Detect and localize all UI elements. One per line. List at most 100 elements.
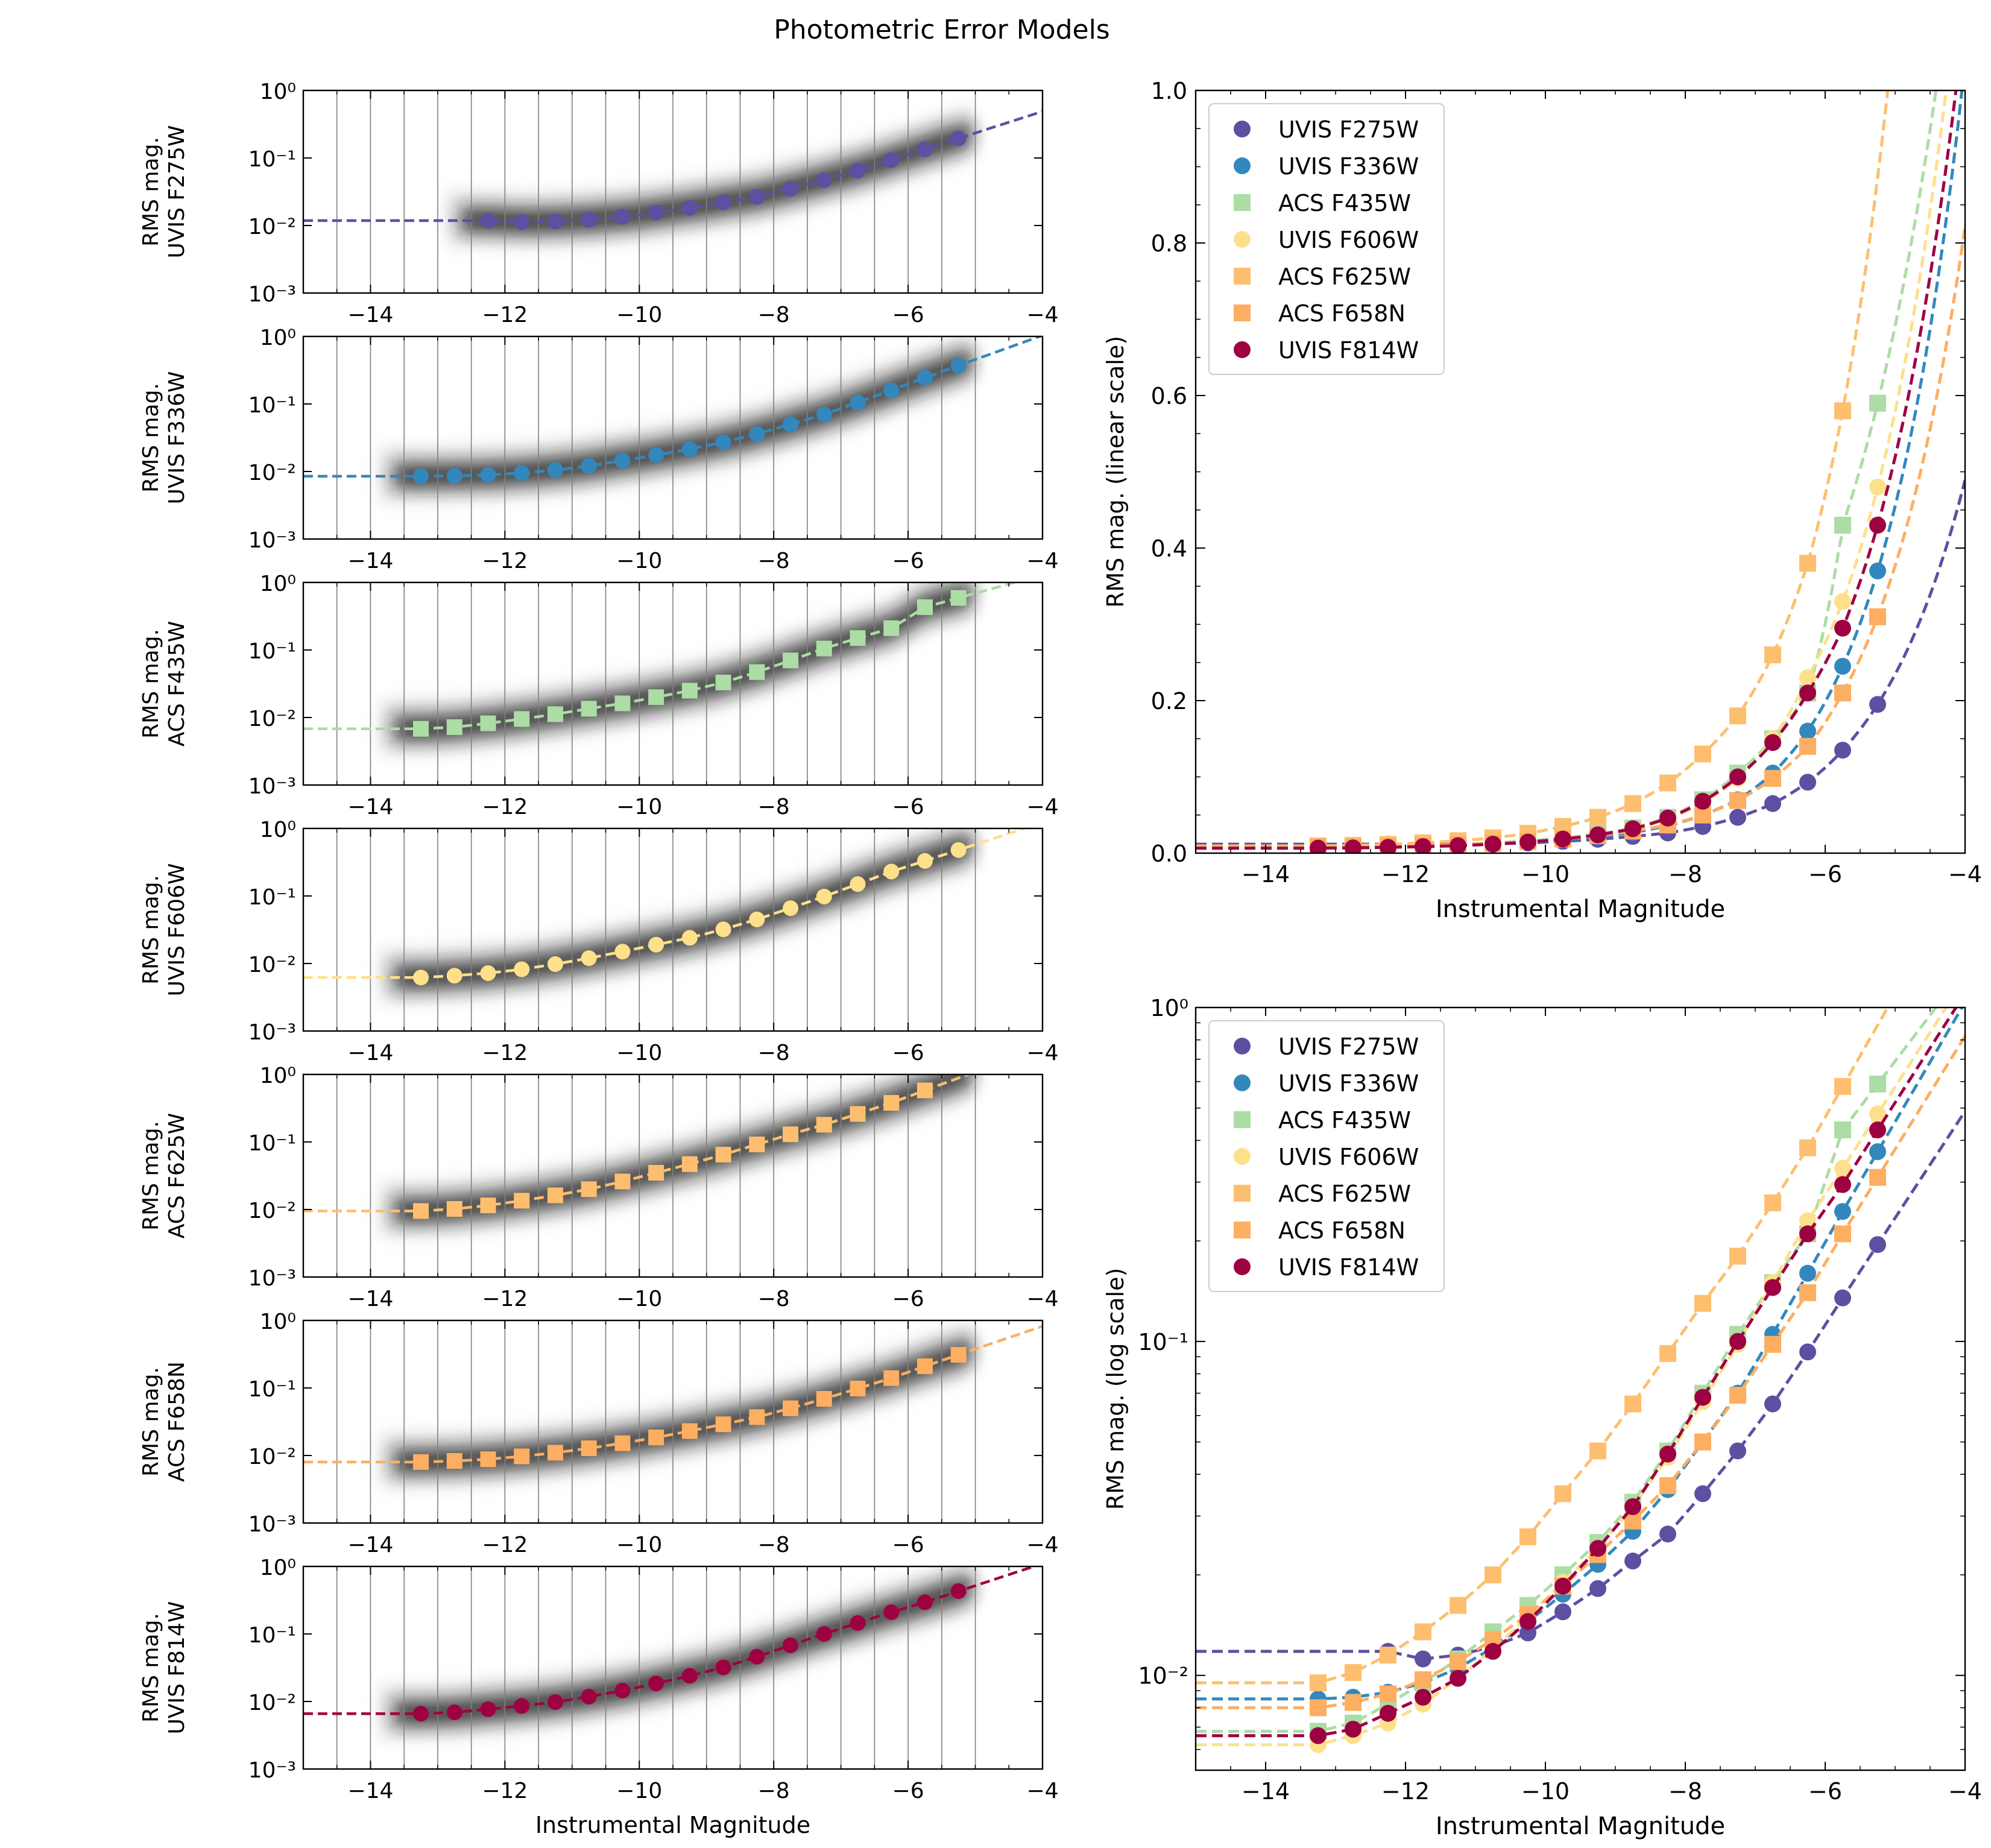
y-tick-label: 10⁻² [248, 1199, 296, 1223]
y-tick-label: 0.8 [1151, 230, 1187, 257]
plot-area [303, 1566, 1038, 1769]
y-tick-label: 10⁻³ [248, 1266, 296, 1291]
data-point-F336W [917, 370, 933, 386]
plot-area [303, 1074, 976, 1277]
y-tick-label: 10⁻² [248, 461, 296, 485]
data-point-F625W [1834, 402, 1851, 420]
data-point-F814W [1729, 768, 1746, 786]
data-point-F658N [850, 1380, 866, 1396]
legend-marker [1234, 341, 1251, 358]
x-tick-label: −8 [1668, 861, 1702, 888]
data-point-F814W [581, 1688, 597, 1705]
data-point-F606W [850, 876, 866, 892]
data-point-F336W [715, 434, 731, 450]
data-point-F336W [648, 447, 664, 463]
data-point-F658N [581, 1440, 597, 1456]
y-tick-label: 10⁻¹ [248, 147, 296, 172]
data-point-F625W [1799, 555, 1816, 572]
y-tick-label: 10⁰ [260, 572, 296, 596]
panel-F435W: 10⁻³ 10⁻² 10⁻¹ 10⁰ −14 −12 −10 −8 −6 −4 RMS mag. AC… [139, 572, 1059, 819]
x-axis-label: Instrumental Magnitude [1436, 895, 1725, 923]
x-tick-label: −12 [1381, 1778, 1430, 1805]
x-tick-label: −8 [758, 795, 790, 819]
data-point-F606W [783, 900, 799, 916]
data-point-F625W [547, 1187, 563, 1203]
x-tick-label: −14 [1242, 1778, 1290, 1805]
data-point-F336W [1834, 658, 1851, 675]
data-point-F275W [1869, 1236, 1886, 1254]
data-point-F336W [950, 358, 967, 374]
x-tick-label: −4 [1026, 1287, 1058, 1311]
x-tick-label: −10 [616, 1041, 662, 1065]
data-point-F606W [715, 921, 731, 938]
legend-marker [1234, 157, 1251, 174]
x-tick-label: −8 [758, 1779, 790, 1803]
data-point-F435W [1834, 1121, 1851, 1139]
data-point-F625W [480, 1197, 496, 1214]
plot-area [303, 336, 1043, 539]
legend-label: ACS F435W [1278, 190, 1411, 216]
data-point-F658N [783, 1400, 799, 1416]
plot-area [303, 1320, 1043, 1523]
data-point-F658N [1729, 792, 1746, 809]
model-line-F658N [1196, 1035, 1965, 1709]
y-axis-label: RMS mag. (linear scale) [1102, 336, 1129, 608]
x-tick-label: −14 [347, 1533, 393, 1557]
data-point-F658N [1659, 1477, 1676, 1495]
legend: UVIS F275W UVIS F336W ACS F435W UVIS F606W A… [1208, 1020, 1445, 1292]
data-point-F625W [1659, 1345, 1676, 1362]
data-point-F814W [1310, 1727, 1327, 1744]
data-point-F435W [480, 715, 496, 731]
x-tick-label: −4 [1948, 861, 1982, 888]
x-tick-label: −10 [616, 1533, 662, 1557]
data-point-F814W [1554, 830, 1571, 848]
data-point-F625W [1659, 774, 1676, 792]
panel-F275W: 10⁻³ 10⁻² 10⁻¹ 10⁰ −14 −12 −10 −8 −6 −4 RMS mag. UV… [139, 80, 1059, 327]
panel-F606W: 10⁻³ 10⁻² 10⁻¹ 10⁰ −14 −12 −10 −8 −6 −4 RMS mag. UV… [139, 818, 1059, 1065]
data-point-F814W [480, 1701, 496, 1717]
data-point-F814W [1799, 1225, 1816, 1243]
panel-F336W: 10⁻³ 10⁻² 10⁻¹ 10⁰ −14 −12 −10 −8 −6 −4 RMS mag. UV… [139, 326, 1059, 573]
data-point-F658N [1764, 770, 1781, 787]
data-point-F814W [950, 1583, 967, 1600]
data-point-F658N [1694, 1433, 1711, 1451]
data-point-F658N [1345, 1694, 1362, 1711]
data-point-F435W [648, 689, 664, 705]
y-axis-label-filter: UVIS F814W [165, 1601, 189, 1735]
data-point-F606W [1834, 1159, 1851, 1177]
data-point-F814W [1345, 839, 1362, 853]
y-axis-label: RMS mag. (log scale) [1102, 1268, 1129, 1510]
data-point-F625W [1450, 1597, 1466, 1614]
data-point-F606W [547, 956, 563, 972]
data-point-F625W [917, 1082, 933, 1099]
data-point-F814W [883, 1604, 900, 1620]
data-point-F275W [950, 130, 967, 147]
y-tick-label: 10⁰ [260, 818, 296, 842]
data-point-F435W [547, 706, 563, 722]
data-point-F336W [1799, 1264, 1816, 1282]
data-point-F814W [1624, 820, 1641, 837]
y-tick-label: 10⁻³ [248, 1020, 296, 1045]
model-line-F625W [1196, 1008, 1890, 1685]
legend-marker [1234, 231, 1251, 248]
legend-marker [1234, 1074, 1251, 1091]
y-tick-label: 10⁻³ [248, 1758, 296, 1783]
data-point-F435W [413, 721, 429, 737]
data-point-F625W [1764, 1194, 1781, 1212]
y-tick-label: 0.6 [1151, 383, 1187, 409]
data-point-F336W [547, 462, 563, 478]
y-tick-label: 10⁰ [260, 1556, 296, 1580]
plot-area [1196, 1008, 1965, 1753]
model-line-F275W [1196, 479, 1965, 847]
data-point-F625W [1415, 1623, 1431, 1641]
x-tick-label: −4 [1026, 1533, 1058, 1557]
data-point-F435W [614, 695, 631, 711]
x-tick-label: −12 [482, 1287, 528, 1311]
data-point-F814W [715, 1659, 731, 1676]
data-point-F275W [1764, 1395, 1781, 1413]
data-point-F658N [749, 1409, 765, 1425]
x-tick-label: −14 [1242, 861, 1290, 888]
y-tick-label: 10⁻³ [248, 528, 296, 553]
data-point-F435W [581, 701, 597, 717]
data-point-F658N [1834, 1225, 1851, 1243]
